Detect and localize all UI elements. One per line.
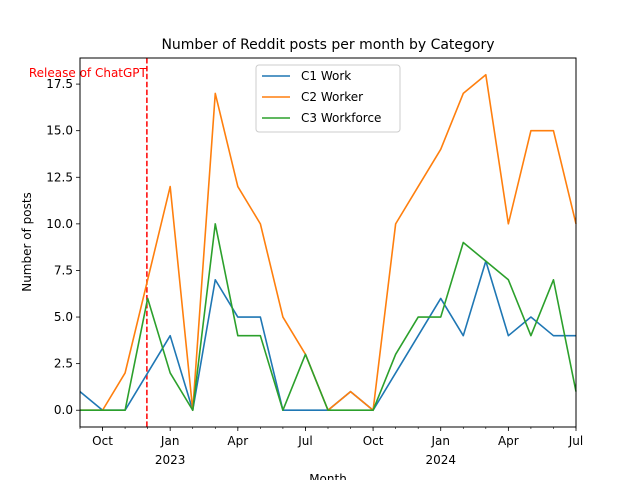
x-tick-year-label: 2024 [425,453,456,467]
y-tick-label: 2.5 [54,357,73,371]
x-tick-label: Jan [430,434,450,448]
legend-box [255,64,401,133]
chatgpt-release-label: Release of ChatGPT [29,66,148,80]
legend-label-3: C3 Workforce [301,111,381,125]
series-line-3 [80,223,577,412]
chart-title: Number of Reddit posts per month by Cate… [161,37,494,53]
y-tick-label: 12.5 [46,170,73,184]
y-tick-label: 15.0 [46,124,73,138]
series-line-1 [79,260,576,412]
x-tick-label: Oct [363,434,384,448]
x-axis-label: Month [309,472,347,480]
y-axis-ticks: 0.0 2.5 5.0 7.5 10.0 12.5 15.0 17.5 [46,77,80,417]
legend-label-1: C1 Work [301,69,351,83]
y-tick-label: 10.0 [46,217,73,231]
x-tick-label: Oct [92,434,113,448]
plot-content: Release of ChatGPT [29,58,577,427]
y-tick-label: 7.5 [54,263,73,277]
x-tick-year-label: 2023 [155,453,186,467]
x-tick-label: Jan [160,434,180,448]
y-tick-label: 0.0 [54,403,73,417]
x-axis-ticks: Oct Jan 2023 Apr Jul Oct Jan 2024 Apr Jul [79,427,583,467]
y-tick-label: 17.5 [46,77,73,91]
x-tick-label: Apr [498,434,519,448]
x-tick-label: Jul [297,434,312,448]
legend: C1 Work C2 Worker C3 Workforce [255,64,401,133]
y-axis-label: Number of posts [20,192,34,292]
y-tick-label: 5.0 [54,310,73,324]
legend-label-2: C2 Worker [301,90,363,104]
x-tick-label: Jul [568,434,583,448]
x-tick-label: Apr [227,434,248,448]
